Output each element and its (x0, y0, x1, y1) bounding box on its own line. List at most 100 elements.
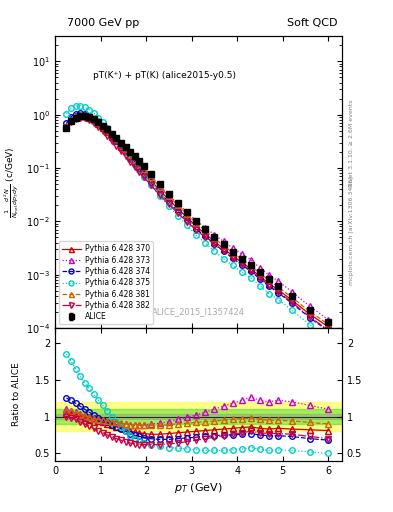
Line: Pythia 6.428 374: Pythia 6.428 374 (64, 110, 331, 334)
Pythia 6.428 381 (69, 117, 73, 123)
Pythia 6.428 375 (110, 131, 114, 137)
Pythia 6.428 375 (203, 240, 208, 246)
Pythia 6.428 370 (158, 187, 162, 194)
Pythia 6.428 373 (110, 133, 114, 139)
Pythia 6.428 373 (123, 146, 128, 152)
Pythia 6.428 370 (239, 259, 244, 265)
Pythia 6.428 374 (110, 133, 114, 139)
Pythia 6.428 373 (114, 137, 119, 143)
Pythia 6.428 381 (276, 284, 281, 290)
Line: Pythia 6.428 375: Pythia 6.428 375 (64, 103, 331, 341)
Pythia 6.428 370 (326, 324, 331, 330)
Pythia 6.428 370 (276, 287, 281, 293)
Pythia 6.428 381 (73, 113, 78, 119)
Pythia 6.428 370 (194, 223, 198, 229)
Text: pT(K⁺) + pT(K) (alice2015-y0.5): pT(K⁺) + pT(K) (alice2015-y0.5) (92, 71, 235, 80)
Pythia 6.428 375 (194, 232, 198, 238)
Pythia 6.428 375 (308, 322, 312, 328)
Text: 7000 GeV pp: 7000 GeV pp (67, 18, 139, 28)
Pythia 6.428 370 (248, 266, 253, 272)
Pythia 6.428 374 (96, 120, 101, 126)
Pythia 6.428 375 (64, 111, 69, 117)
Pythia 6.428 374 (119, 144, 123, 150)
Pythia 6.428 373 (290, 289, 294, 295)
Pythia 6.428 374 (308, 315, 312, 321)
Pythia 6.428 374 (276, 290, 281, 296)
Pythia 6.428 381 (114, 137, 119, 143)
Pythia 6.428 374 (290, 300, 294, 306)
Pythia 6.428 370 (128, 154, 132, 160)
Pythia 6.428 374 (73, 111, 78, 117)
Bar (55, 409, 342, 424)
Pythia 6.428 375 (326, 335, 331, 341)
Pythia 6.428 381 (308, 309, 312, 315)
Pythia 6.428 382 (78, 114, 83, 120)
Pythia 6.428 381 (185, 211, 189, 217)
Pythia 6.428 373 (276, 278, 281, 284)
Pythia 6.428 374 (91, 116, 96, 122)
Pythia 6.428 382 (239, 261, 244, 267)
Pythia 6.428 381 (101, 124, 105, 130)
Pythia 6.428 382 (167, 201, 171, 207)
Pythia 6.428 382 (276, 289, 281, 295)
Pythia 6.428 375 (128, 156, 132, 162)
Text: ALICE_2015_I1357424: ALICE_2015_I1357424 (152, 307, 245, 316)
Pythia 6.428 370 (257, 273, 262, 280)
Text: mcplots.cern.ch [arXiv:1306.3436]: mcplots.cern.ch [arXiv:1306.3436] (349, 176, 354, 285)
Pythia 6.428 375 (148, 182, 153, 188)
Pythia 6.428 370 (148, 177, 153, 183)
Pythia 6.428 373 (141, 166, 146, 172)
Pythia 6.428 373 (78, 112, 83, 118)
Pythia 6.428 373 (185, 209, 189, 215)
Pythia 6.428 374 (148, 179, 153, 185)
Line: Pythia 6.428 381: Pythia 6.428 381 (64, 112, 331, 327)
Pythia 6.428 374 (137, 165, 141, 172)
Pythia 6.428 373 (257, 265, 262, 271)
Pythia 6.428 382 (87, 117, 92, 123)
Pythia 6.428 382 (221, 248, 226, 254)
Pythia 6.428 382 (148, 182, 153, 188)
Pythia 6.428 375 (290, 307, 294, 313)
Pythia 6.428 381 (141, 166, 146, 172)
Pythia 6.428 381 (257, 270, 262, 276)
Pythia 6.428 370 (141, 169, 146, 175)
Pythia 6.428 375 (91, 110, 96, 116)
Pythia 6.428 381 (96, 120, 101, 126)
Pythia 6.428 375 (123, 149, 128, 155)
Pythia 6.428 382 (128, 159, 132, 165)
Pythia 6.428 374 (230, 255, 235, 262)
Pythia 6.428 370 (221, 246, 226, 252)
Pythia 6.428 370 (185, 215, 189, 221)
Pythia 6.428 382 (132, 164, 137, 170)
Pythia 6.428 375 (73, 103, 78, 109)
Pythia 6.428 374 (158, 189, 162, 196)
Pythia 6.428 382 (203, 234, 208, 240)
Pythia 6.428 382 (230, 255, 235, 261)
Pythia 6.428 370 (69, 117, 73, 123)
Pythia 6.428 381 (176, 202, 180, 208)
Pythia 6.428 375 (96, 115, 101, 121)
Pythia 6.428 373 (91, 117, 96, 123)
Pythia 6.428 382 (105, 133, 110, 139)
Pythia 6.428 382 (194, 227, 198, 233)
Line: Pythia 6.428 370: Pythia 6.428 370 (64, 113, 331, 330)
Pythia 6.428 375 (69, 105, 73, 112)
Pythia 6.428 370 (176, 206, 180, 212)
Pythia 6.428 373 (69, 116, 73, 122)
Legend: Pythia 6.428 370, Pythia 6.428 373, Pythia 6.428 374, Pythia 6.428 375, Pythia 6: Pythia 6.428 370, Pythia 6.428 373, Pyth… (59, 241, 153, 324)
Pythia 6.428 374 (176, 208, 180, 215)
Pythia 6.428 373 (221, 238, 226, 244)
Pythia 6.428 374 (123, 149, 128, 155)
Pythia 6.428 381 (82, 113, 87, 119)
Pythia 6.428 381 (148, 174, 153, 180)
Pythia 6.428 373 (87, 114, 92, 120)
Pythia 6.428 373 (308, 304, 312, 310)
Y-axis label: Ratio to ALICE: Ratio to ALICE (11, 362, 20, 426)
Pythia 6.428 381 (105, 127, 110, 134)
Pythia 6.428 375 (230, 263, 235, 269)
Pythia 6.428 382 (123, 153, 128, 159)
Pythia 6.428 381 (119, 142, 123, 148)
Pythia 6.428 382 (69, 119, 73, 125)
Pythia 6.428 375 (257, 283, 262, 289)
Pythia 6.428 373 (176, 201, 180, 207)
